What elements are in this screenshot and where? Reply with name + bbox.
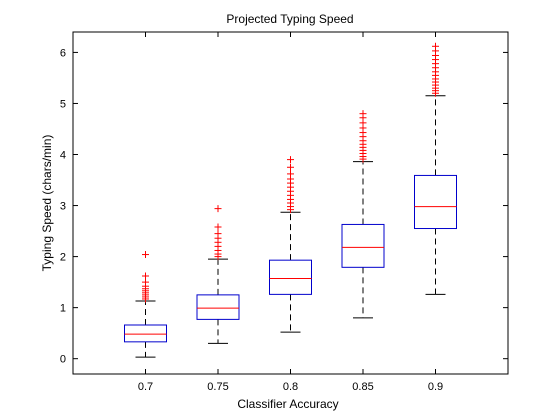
x-tick-label: 0.8 — [283, 381, 298, 393]
y-tick-label: 5 — [60, 98, 66, 110]
y-tick-label: 4 — [60, 150, 66, 162]
x-tick-label: 0.85 — [352, 381, 373, 393]
x-axis-label: Classifier Accuracy — [237, 397, 338, 411]
y-tick-label: 0 — [60, 354, 66, 366]
y-axis-label: Typing Speed (chars/min) — [40, 135, 54, 272]
chart-title: Projected Typing Speed — [226, 12, 353, 26]
y-tick-label: 2 — [60, 252, 66, 264]
x-tick-label: 0.9 — [428, 381, 443, 393]
y-tick-label: 1 — [60, 303, 66, 315]
x-tick-label: 0.7 — [138, 381, 153, 393]
y-tick-label: 3 — [60, 201, 66, 213]
x-tick-label: 0.75 — [207, 381, 228, 393]
y-tick-label: 6 — [60, 47, 66, 59]
